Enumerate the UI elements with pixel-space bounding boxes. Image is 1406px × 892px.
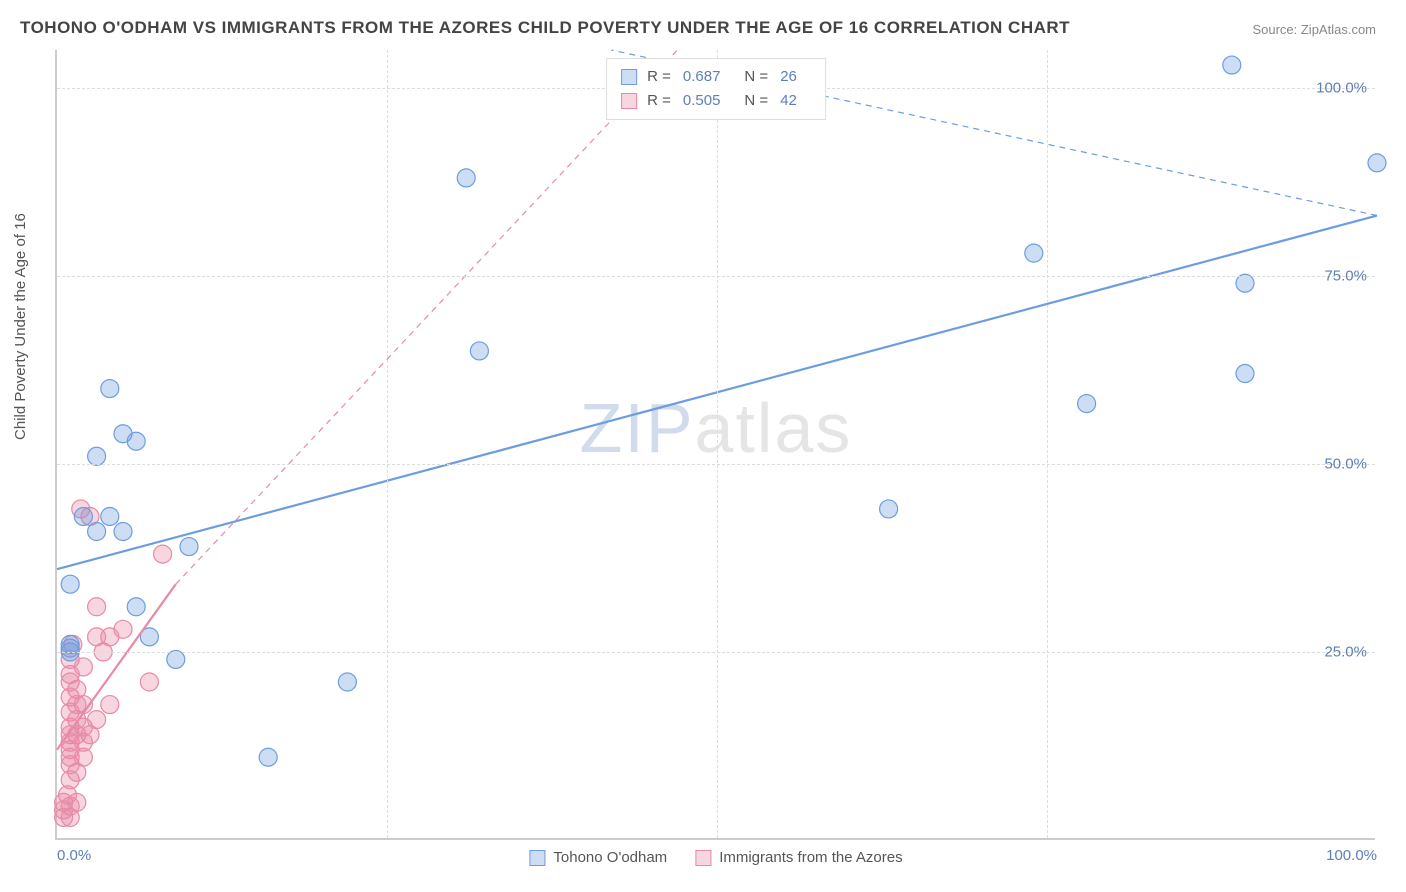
gridline-h bbox=[57, 464, 1375, 465]
source-label: Source: ZipAtlas.com bbox=[1252, 22, 1376, 37]
legend-r-label: R = bbox=[647, 65, 671, 89]
legend-swatch-2 bbox=[695, 850, 711, 866]
gridline-h bbox=[57, 652, 1375, 653]
gridline-v bbox=[717, 50, 718, 838]
legend-label-1: Tohono O'odham bbox=[553, 849, 667, 866]
legend-swatch-1 bbox=[529, 850, 545, 866]
chart-svg bbox=[57, 50, 1375, 838]
legend-swatch-series1 bbox=[621, 69, 637, 85]
y-axis-label: Child Poverty Under the Age of 16 bbox=[12, 213, 29, 440]
legend-row-series2: R = 0.505 N = 42 bbox=[621, 89, 811, 113]
correlation-legend: R = 0.687 N = 26 R = 0.505 N = 42 bbox=[606, 58, 826, 120]
chart-title: TOHONO O'ODHAM VS IMMIGRANTS FROM THE AZ… bbox=[20, 18, 1070, 38]
legend-r-label: R = bbox=[647, 89, 671, 113]
y-tick-label: 25.0% bbox=[1324, 643, 1367, 660]
legend-n-label: N = bbox=[744, 89, 768, 113]
x-tick-label: 0.0% bbox=[57, 847, 91, 864]
legend-n-label: N = bbox=[744, 65, 768, 89]
y-tick-label: 100.0% bbox=[1316, 79, 1367, 96]
legend-swatch-series2 bbox=[621, 93, 637, 109]
y-tick-label: 75.0% bbox=[1324, 267, 1367, 284]
legend-item-1: Tohono O'odham bbox=[529, 849, 667, 866]
gridline-v bbox=[387, 50, 388, 838]
legend-r-value-2: 0.505 bbox=[683, 89, 721, 113]
gridline-v bbox=[1047, 50, 1048, 838]
legend-label-2: Immigrants from the Azores bbox=[719, 849, 902, 866]
legend-item-2: Immigrants from the Azores bbox=[695, 849, 902, 866]
y-tick-label: 50.0% bbox=[1324, 455, 1367, 472]
series-legend: Tohono O'odham Immigrants from the Azore… bbox=[529, 849, 902, 866]
plot-area: ZIPatlas R = 0.687 N = 26 R = 0.505 N = … bbox=[55, 50, 1375, 840]
legend-r-value-1: 0.687 bbox=[683, 65, 721, 89]
legend-row-series1: R = 0.687 N = 26 bbox=[621, 65, 811, 89]
legend-n-value-2: 42 bbox=[780, 89, 797, 113]
x-tick-label: 100.0% bbox=[1326, 847, 1377, 864]
legend-n-value-1: 26 bbox=[780, 65, 797, 89]
gridline-h bbox=[57, 276, 1375, 277]
